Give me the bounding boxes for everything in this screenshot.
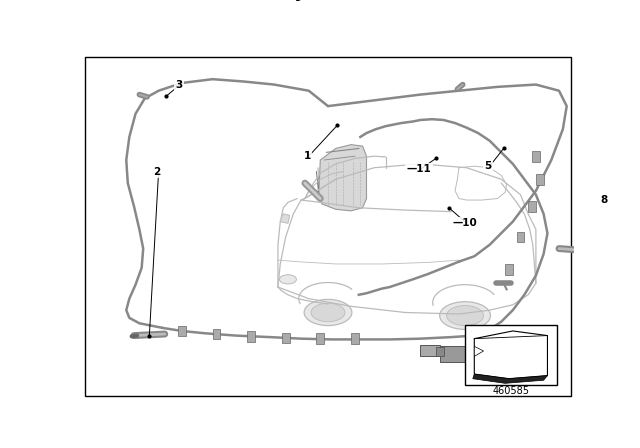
- Bar: [436, 347, 444, 356]
- Ellipse shape: [280, 275, 296, 284]
- Text: —10: —10: [452, 218, 477, 228]
- Polygon shape: [280, 214, 289, 223]
- Bar: [528, 201, 536, 211]
- Polygon shape: [474, 331, 547, 379]
- Bar: [316, 333, 324, 344]
- Polygon shape: [473, 374, 547, 383]
- Bar: [178, 326, 186, 336]
- Bar: [516, 232, 524, 242]
- Bar: [247, 331, 255, 342]
- Bar: [505, 264, 513, 275]
- Ellipse shape: [311, 303, 345, 322]
- Text: 9: 9: [294, 0, 301, 3]
- Text: 8: 8: [600, 195, 607, 205]
- Bar: [536, 174, 543, 185]
- Bar: [420, 345, 440, 356]
- Bar: [351, 333, 359, 344]
- Text: 460585: 460585: [493, 386, 530, 396]
- Bar: [440, 346, 467, 362]
- Bar: [465, 325, 557, 385]
- Bar: [282, 332, 289, 343]
- Text: 5: 5: [484, 161, 492, 171]
- Text: 2: 2: [154, 167, 161, 177]
- Bar: [212, 329, 220, 340]
- Ellipse shape: [440, 302, 490, 329]
- Ellipse shape: [304, 299, 352, 326]
- Text: —11: —11: [406, 164, 431, 174]
- Text: 3: 3: [175, 80, 182, 90]
- Bar: [465, 349, 474, 357]
- Ellipse shape: [447, 306, 484, 326]
- Polygon shape: [474, 346, 484, 356]
- Text: 1: 1: [303, 151, 311, 161]
- Polygon shape: [319, 145, 367, 211]
- Bar: [532, 151, 540, 162]
